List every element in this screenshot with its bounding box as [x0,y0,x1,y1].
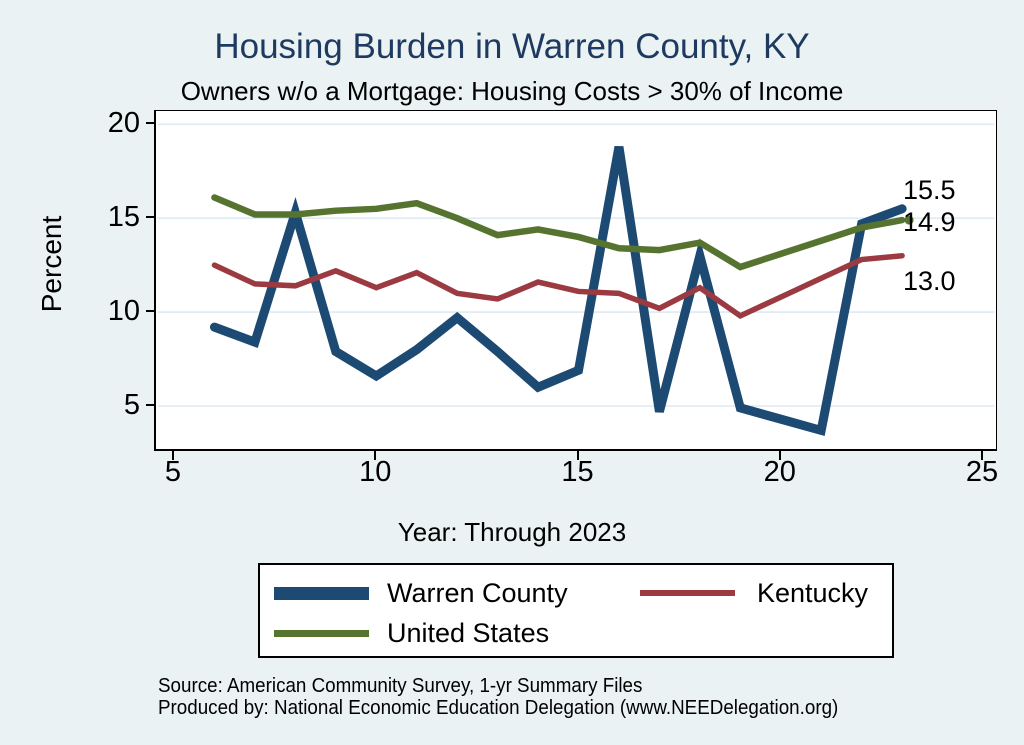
x-axis-line [154,449,996,451]
y-tick-label-20: 20 [107,107,140,140]
x-tick-label-25: 25 [965,456,999,488]
series-line-united-states [211,194,906,271]
y-tick-20 [146,122,155,125]
legend: Warren County Kentucky United States [258,563,894,658]
legend-label-united-states: United States [387,618,550,648]
source-note: Source: American Community Survey, 1-yr … [158,675,643,697]
x-tick-label-10: 10 [359,456,392,488]
series-line-warren-county [209,146,907,437]
plot-svg [157,123,995,437]
x-tick-label-20: 20 [763,456,796,488]
legend-swatch-united-states [274,629,369,637]
series-line-kentucky [211,253,905,320]
x-tick-25 [981,451,983,460]
y-tick-15 [146,216,155,219]
plot-area [155,110,997,451]
y-tick-label-5: 5 [123,389,140,421]
x-tick-5 [172,451,174,460]
x-axis-title: Year: Through 2023 [397,517,627,547]
x-tick-20 [778,451,781,460]
legend-label-warren-county: Warren County [387,578,568,608]
x-tick-label-15: 15 [561,456,594,488]
produced-by-note: Produced by: National Economic Education… [158,697,839,719]
legend-swatch-warren-county [274,586,369,600]
end-marker-united-states [904,215,914,225]
chart-title: Housing Burden in Warren County, KY [214,27,810,66]
end-label-15.5: 15.5 [903,175,956,205]
y-tick-5 [146,404,155,406]
end-label-13.0: 13.0 [903,266,956,296]
x-tick-10 [374,451,377,460]
y-tick-10 [146,310,155,313]
x-tick-15 [576,451,579,460]
chart-subtitle: Owners w/o a Mortgage: Housing Costs > 3… [180,76,844,106]
legend-swatch-kentucky [640,590,735,596]
legend-label-kentucky: Kentucky [757,578,869,608]
end-label-14.9: 14.9 [903,207,956,237]
y-axis-line [154,110,156,451]
y-tick-label-10: 10 [107,295,140,328]
y-tick-label-15: 15 [107,201,140,234]
x-tick-label-5: 5 [164,456,182,488]
